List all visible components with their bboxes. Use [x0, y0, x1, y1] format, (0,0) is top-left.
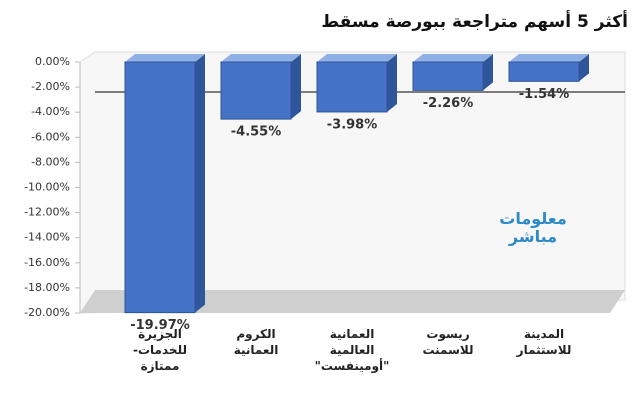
watermark: معلومات مباشر	[499, 209, 567, 246]
value-label: -19.97%	[130, 318, 190, 333]
bar	[412, 61, 484, 91]
chart-title: أكثر 5 أسهم متراجعة ببورصة مسقط	[321, 12, 628, 32]
x-tick-label: ريسوت للاسمنت	[422, 327, 474, 357]
value-label: -3.98%	[327, 117, 378, 132]
y-tick-label: -18.00%	[24, 281, 70, 294]
bar-top	[125, 54, 205, 62]
bar-top	[413, 54, 493, 62]
value-label: -4.55%	[231, 125, 282, 140]
y-tick-label: -2.00%	[31, 80, 70, 93]
bar-side	[387, 54, 397, 112]
bar-top	[317, 54, 397, 62]
x-tick-label: الكروم العمانية	[233, 327, 279, 357]
value-label: -1.54%	[519, 87, 570, 102]
bar-side	[291, 54, 301, 120]
y-tick-label: -10.00%	[24, 181, 70, 194]
bar	[316, 61, 388, 113]
bar	[220, 61, 292, 120]
value-label: -2.26%	[423, 96, 474, 111]
bar-side	[579, 54, 589, 82]
y-tick-label: -16.00%	[24, 256, 70, 269]
y-tick-label: -20.00%	[24, 306, 70, 319]
bar-side	[483, 54, 493, 91]
x-tick-label: المدينة للاستثمار	[516, 327, 572, 357]
y-tick-label: 0.00%	[35, 55, 70, 68]
bar	[124, 61, 196, 314]
y-tick-label: -14.00%	[24, 231, 70, 244]
y-tick-label: -12.00%	[24, 206, 70, 219]
bar-top	[221, 54, 301, 62]
bar-top	[509, 54, 589, 62]
bar	[508, 61, 580, 82]
floor	[80, 290, 625, 313]
x-tick-label: الجزيرة للخدمات- ممتازة	[133, 327, 187, 373]
bar-side	[195, 54, 205, 313]
y-tick-label: -8.00%	[31, 155, 70, 168]
x-tick-label: العمانية العالمية "أومينفست"	[314, 327, 390, 373]
y-tick-label: -6.00%	[31, 130, 70, 143]
y-tick-label: -4.00%	[31, 105, 70, 118]
